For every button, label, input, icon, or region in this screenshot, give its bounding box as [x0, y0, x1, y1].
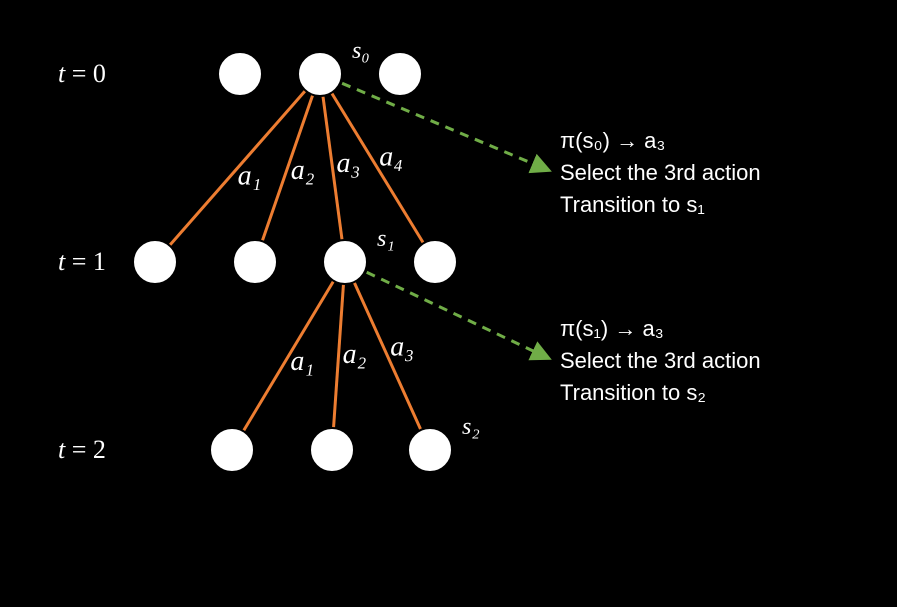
edge-label: a₁: [290, 346, 314, 377]
tree-node: [408, 428, 452, 472]
edge-label: a₃: [336, 148, 360, 179]
tree-node: [210, 428, 254, 472]
description-line: Select the 3rd action: [560, 160, 761, 185]
pointer-arrow: [342, 83, 548, 170]
row-label: t = 1: [58, 247, 106, 276]
tree-node: [298, 52, 342, 96]
tree-node: [233, 240, 277, 284]
edge-label: a₂: [291, 155, 315, 186]
tree-node: [133, 240, 177, 284]
node-label: s₂: [462, 414, 480, 440]
tree-node: [310, 428, 354, 472]
edge-label: a₄: [379, 142, 403, 173]
description-line: π(s₁) → a₃: [560, 316, 664, 341]
edge-label: a₁: [238, 161, 262, 192]
edge-label: a₂: [343, 339, 367, 370]
description-line: Transition to s₂: [560, 380, 706, 405]
tree-node: [413, 240, 457, 284]
tree-node: [378, 52, 422, 96]
description-line: Transition to s₁: [560, 192, 705, 217]
node-label: s₁: [377, 226, 395, 252]
description-line: Select the 3rd action: [560, 348, 761, 373]
description-line: π(s₀) → a₃: [560, 128, 665, 153]
tree-diagram: a₁ a₂ a₃ a₄ a₁ a₂ a₃ s₀ s₁ s₂ t = 0 t = 1 t = 2 π(s₀)…: [0, 0, 897, 607]
edge-label: a₃: [390, 331, 414, 362]
tree-edge: [243, 281, 333, 431]
row-label: t = 0: [58, 59, 106, 88]
tree-node: [218, 52, 262, 96]
node-label: s₀: [352, 38, 370, 64]
row-label: t = 2: [58, 435, 106, 464]
tree-node: [323, 240, 367, 284]
